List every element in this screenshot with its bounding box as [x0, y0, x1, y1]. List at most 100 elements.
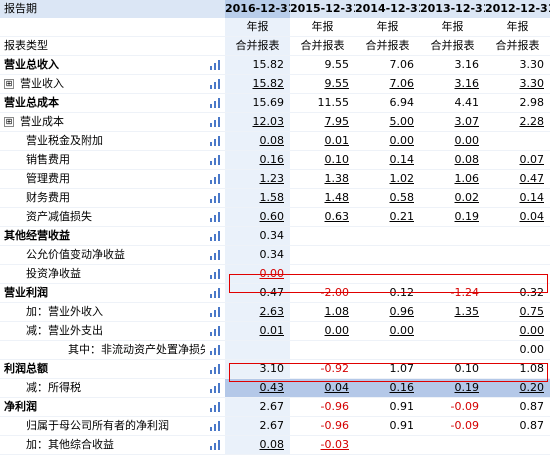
bar-chart-icon[interactable] [205, 283, 225, 303]
value-cell-2016[interactable]: 0.00 [225, 264, 290, 284]
value-text[interactable]: 1.38 [324, 172, 350, 185]
value-cell-2016[interactable]: 1.23 [225, 169, 290, 189]
bar-chart-icon[interactable] [205, 226, 225, 246]
value-text[interactable]: 0.16 [259, 153, 285, 166]
value-text[interactable]: 0.00 [519, 324, 545, 337]
value-cell-2012[interactable]: 0.20 [485, 378, 550, 398]
value-cell-2014[interactable]: 0.00 [355, 321, 420, 341]
value-cell-2015[interactable]: 1.08 [290, 302, 355, 322]
value-cell-2013[interactable]: 1.06 [420, 169, 485, 189]
value-text[interactable]: 3.16 [454, 77, 480, 90]
value-text[interactable]: 0.10 [324, 153, 350, 166]
value-cell-2014[interactable]: 7.06 [355, 74, 420, 94]
value-cell-2016[interactable]: 1.58 [225, 188, 290, 208]
value-text[interactable]: 12.03 [252, 115, 285, 128]
value-text[interactable]: 0.63 [324, 210, 350, 223]
value-cell-2014[interactable]: 0.00 [355, 131, 420, 151]
value-text[interactable]: 0.04 [519, 210, 545, 223]
value-cell-2012[interactable]: 0.14 [485, 188, 550, 208]
value-cell-2013[interactable]: 0.00 [420, 131, 485, 151]
value-text[interactable]: 0.00 [454, 134, 480, 147]
value-cell-2016[interactable]: 12.03 [225, 112, 290, 132]
value-cell-2013[interactable]: 0.08 [420, 150, 485, 170]
value-cell-2015[interactable]: 1.38 [290, 169, 355, 189]
value-text[interactable]: 0.01 [324, 134, 350, 147]
value-text[interactable]: 0.14 [519, 191, 545, 204]
value-cell-2014[interactable]: 0.58 [355, 188, 420, 208]
value-text[interactable]: 2.28 [519, 115, 545, 128]
value-cell-2015[interactable]: 0.63 [290, 207, 355, 227]
value-text[interactable]: 15.82 [252, 77, 285, 90]
value-text[interactable]: 0.08 [259, 438, 285, 451]
value-cell-2013[interactable]: 3.07 [420, 112, 485, 132]
bar-chart-icon[interactable] [205, 245, 225, 265]
value-text[interactable]: 0.08 [454, 153, 480, 166]
value-text[interactable]: 7.06 [389, 77, 415, 90]
value-text[interactable]: 0.19 [454, 381, 480, 394]
value-text[interactable]: 2.63 [259, 305, 285, 318]
value-cell-2015[interactable]: -0.03 [290, 435, 355, 455]
value-cell-2012[interactable]: 0.04 [485, 207, 550, 227]
value-text[interactable]: 1.02 [389, 172, 415, 185]
value-text[interactable]: 0.00 [324, 324, 350, 337]
bar-chart-icon[interactable] [205, 264, 225, 284]
value-cell-2013[interactable]: 0.19 [420, 207, 485, 227]
value-cell-2013[interactable]: 1.35 [420, 302, 485, 322]
value-cell-2016[interactable]: 0.08 [225, 131, 290, 151]
value-text[interactable]: 0.14 [389, 153, 415, 166]
value-cell-2012[interactable]: 0.75 [485, 302, 550, 322]
column-date-2014[interactable]: 2014-12-31 [355, 0, 420, 18]
value-text[interactable]: 0.58 [389, 191, 415, 204]
value-text[interactable]: 0.47 [519, 172, 545, 185]
expand-icon[interactable]: ⊞ [4, 117, 14, 127]
value-text[interactable]: 0.07 [519, 153, 545, 166]
value-text[interactable]: 3.07 [454, 115, 480, 128]
value-text[interactable]: 7.95 [324, 115, 350, 128]
value-cell-2014[interactable]: 0.14 [355, 150, 420, 170]
bar-chart-icon[interactable] [205, 359, 225, 379]
bar-chart-icon[interactable] [205, 74, 225, 94]
value-text[interactable]: 0.21 [389, 210, 415, 223]
value-cell-2012[interactable]: 3.30 [485, 74, 550, 94]
value-text[interactable]: 0.02 [454, 191, 480, 204]
value-cell-2013[interactable]: 0.02 [420, 188, 485, 208]
value-text[interactable]: 0.43 [259, 381, 285, 394]
column-date-2015[interactable]: 2015-12-31 [290, 0, 355, 18]
value-cell-2014[interactable]: 0.96 [355, 302, 420, 322]
value-cell-2015[interactable]: 0.04 [290, 378, 355, 398]
value-cell-2013[interactable]: 3.16 [420, 74, 485, 94]
value-cell-2014[interactable]: 1.02 [355, 169, 420, 189]
value-text[interactable]: 1.58 [259, 191, 285, 204]
value-cell-2012[interactable]: 0.00 [485, 321, 550, 341]
bar-chart-icon[interactable] [205, 112, 225, 132]
value-text[interactable]: 1.06 [454, 172, 480, 185]
value-cell-2014[interactable]: 5.00 [355, 112, 420, 132]
bar-chart-icon[interactable] [205, 55, 225, 75]
value-text[interactable]: 9.55 [324, 77, 350, 90]
bar-chart-icon[interactable] [205, 207, 225, 227]
value-text[interactable]: 0.16 [389, 381, 415, 394]
value-cell-2015[interactable]: 1.48 [290, 188, 355, 208]
bar-chart-icon[interactable] [205, 131, 225, 151]
value-cell-2012[interactable]: 0.07 [485, 150, 550, 170]
value-cell-2015[interactable]: 0.10 [290, 150, 355, 170]
value-text[interactable]: 3.30 [519, 77, 545, 90]
value-text[interactable]: 1.35 [454, 305, 480, 318]
value-text[interactable]: 0.96 [389, 305, 415, 318]
bar-chart-icon[interactable] [205, 321, 225, 341]
value-cell-2014[interactable]: 0.21 [355, 207, 420, 227]
value-cell-2015[interactable]: 0.00 [290, 321, 355, 341]
column-date-2013[interactable]: 2013-12-31 [420, 0, 485, 18]
value-text[interactable]: 1.48 [324, 191, 350, 204]
value-text[interactable]: 0.20 [519, 381, 545, 394]
value-cell-2016[interactable]: 0.08 [225, 435, 290, 455]
value-text[interactable]: 0.00 [389, 324, 415, 337]
value-cell-2016[interactable]: 0.43 [225, 378, 290, 398]
bar-chart-icon[interactable] [205, 378, 225, 398]
bar-chart-icon[interactable] [205, 435, 225, 455]
value-text[interactable]: -0.03 [320, 438, 349, 451]
value-text[interactable]: 0.00 [389, 134, 415, 147]
value-cell-2016[interactable]: 0.16 [225, 150, 290, 170]
value-cell-2014[interactable]: 0.16 [355, 378, 420, 398]
value-text[interactable]: 0.60 [259, 210, 285, 223]
